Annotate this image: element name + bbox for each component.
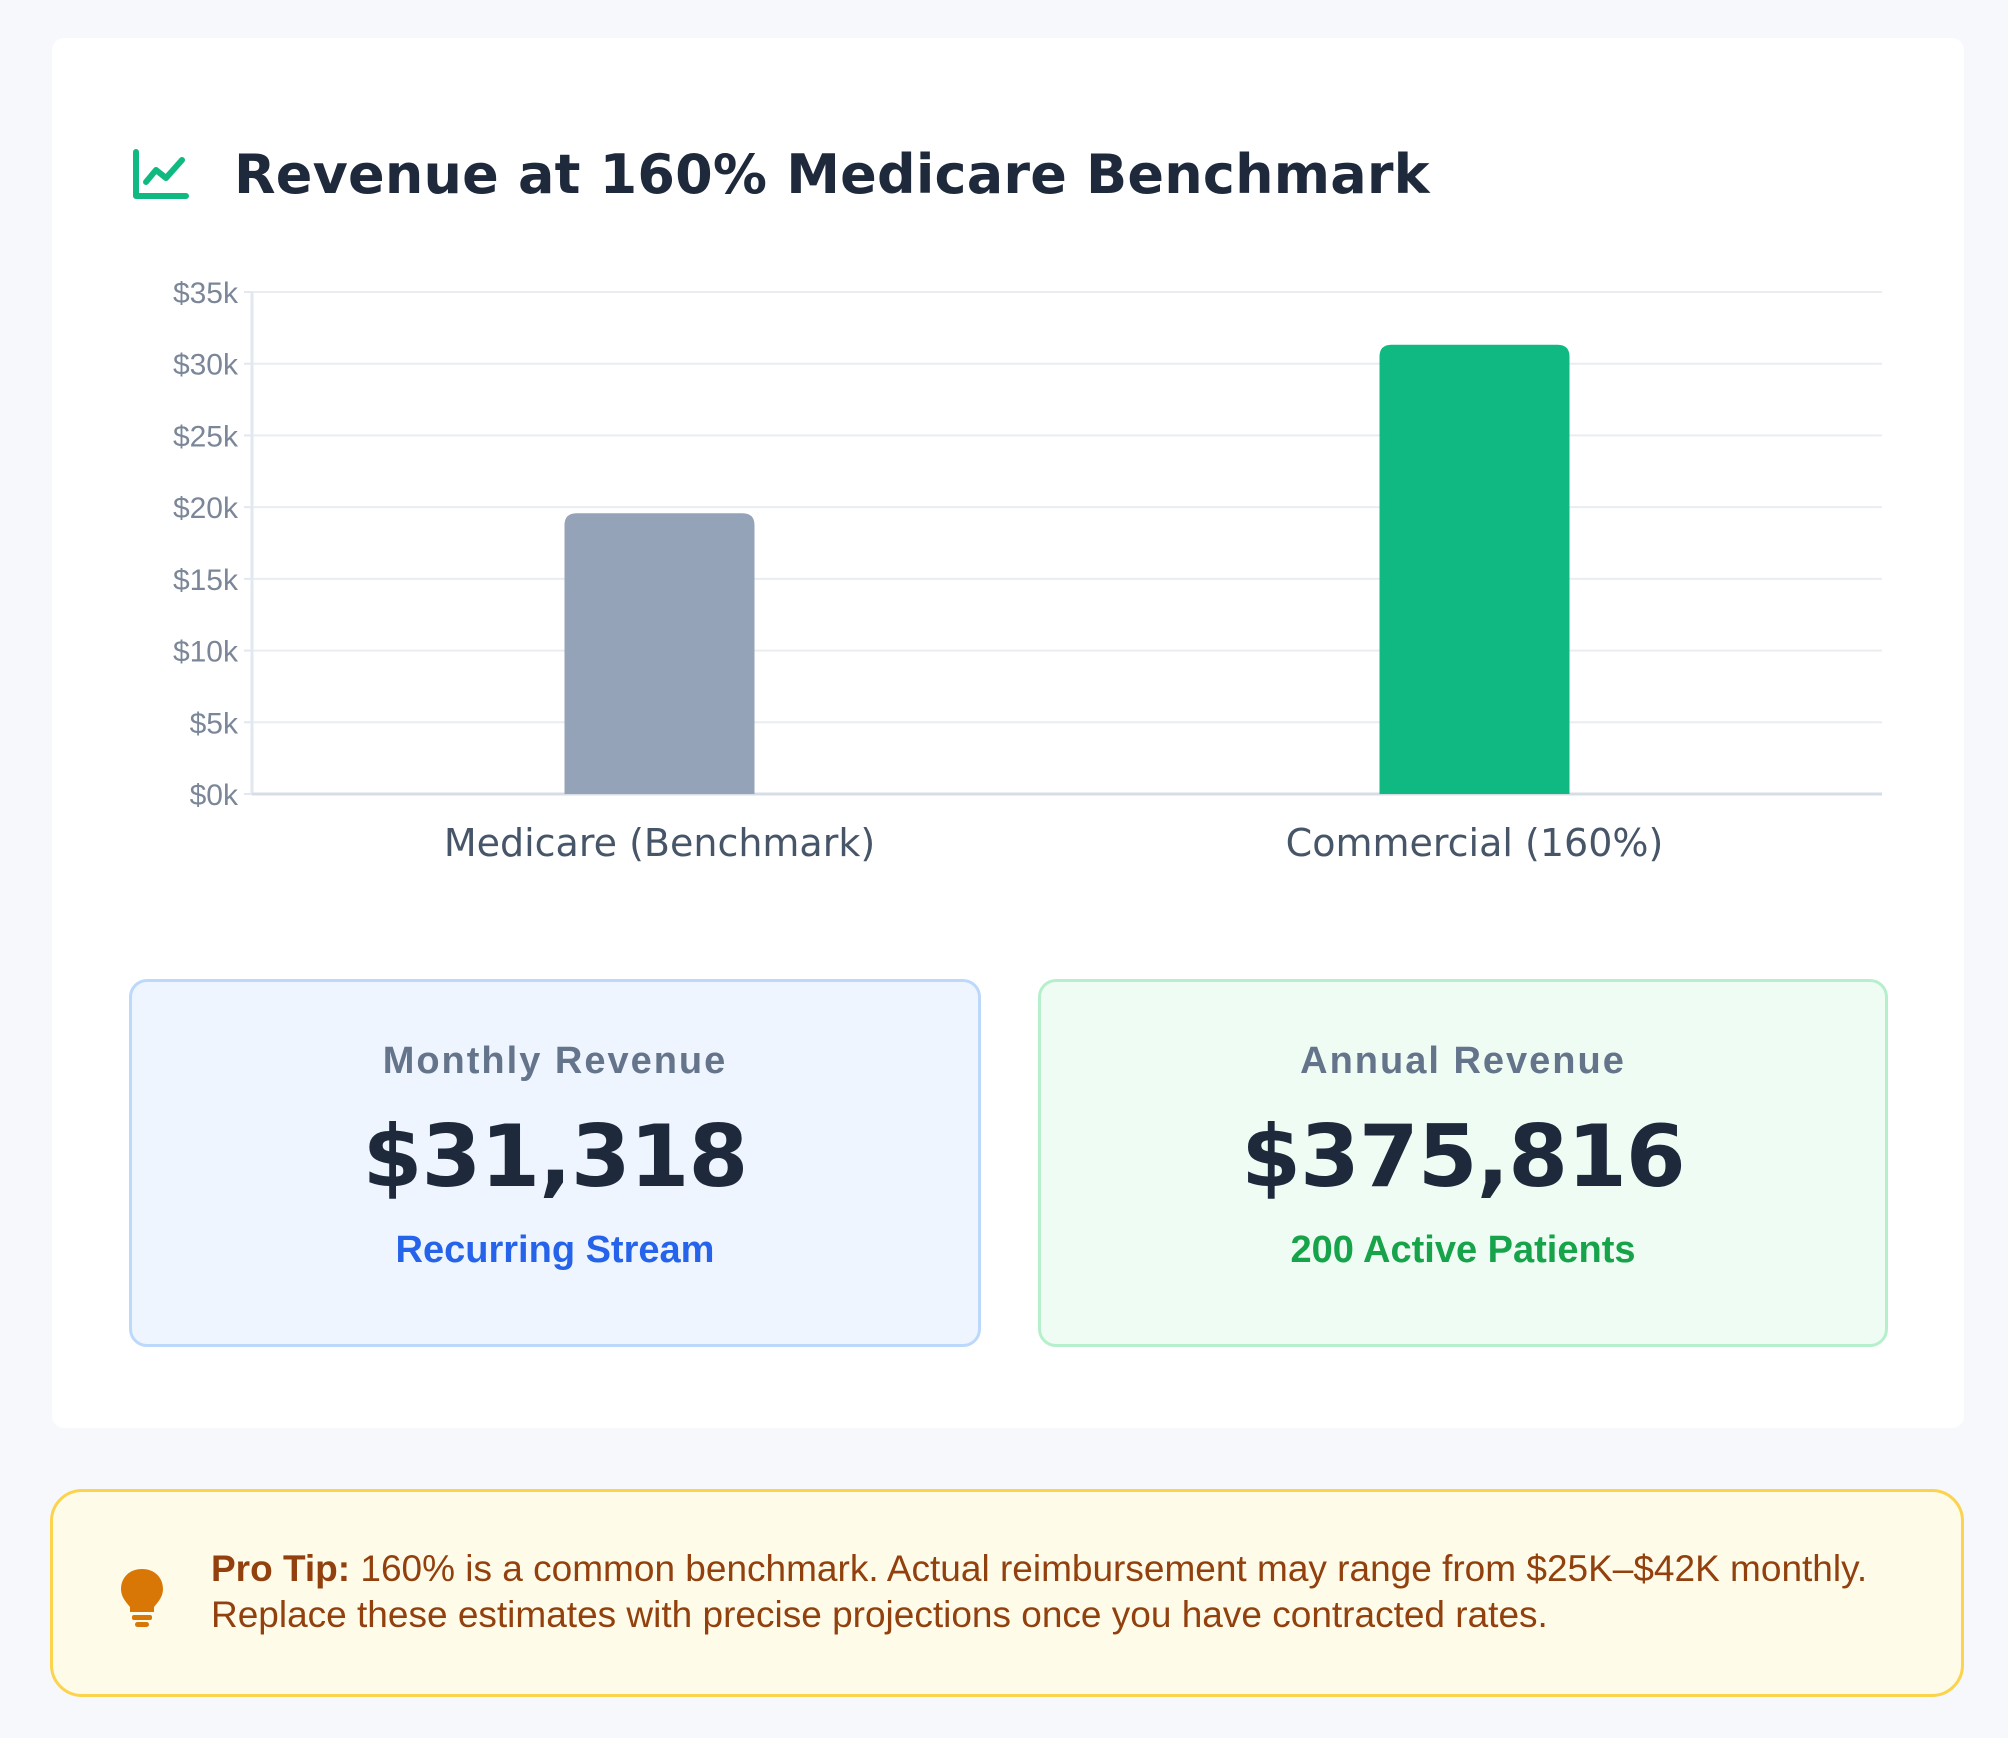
page-title: Revenue at 160% Medicare Benchmark (234, 142, 1430, 206)
pro-tip-text: Pro Tip: 160% is a common benchmark. Act… (211, 1546, 1931, 1638)
annual-revenue-card: Annual Revenue $375,816 200 Active Patie… (1038, 979, 1888, 1347)
monthly-revenue-value: $31,318 (362, 1107, 749, 1207)
pro-tip-banner: Pro Tip: 160% is a common benchmark. Act… (50, 1489, 1964, 1697)
revenue-card: Revenue at 160% Medicare Benchmark $0k $5… (52, 38, 1964, 1428)
y-tick-label: $10k (173, 636, 239, 669)
bar-commercial (1379, 344, 1570, 794)
card-header: Revenue at 160% Medicare Benchmark (128, 124, 1430, 224)
monthly-revenue-label: Monthly Revenue (382, 1040, 728, 1082)
y-tick-label: $30k (173, 349, 239, 382)
bar-medicare (564, 513, 755, 794)
y-tick-label: $0k (190, 779, 239, 812)
x-category-label: Commercial (160%) (1286, 821, 1664, 865)
annual-revenue-value: $375,816 (1241, 1107, 1686, 1207)
monthly-revenue-card: Monthly Revenue $31,318 Recurring Stream (129, 979, 981, 1347)
y-tick-label: $5k (190, 707, 239, 740)
y-tick-label: $15k (173, 564, 239, 597)
annual-revenue-subtitle: 200 Active Patients (1290, 1229, 1636, 1271)
pro-tip-label: Pro Tip: (211, 1548, 351, 1589)
revenue-bar-chart: $0k $5k $10k $15k $20k $25k $30k $35k Medicare (… (173, 277, 1882, 865)
chart-line-icon (133, 149, 189, 199)
y-tick-label: $20k (173, 492, 239, 525)
y-tick-label: $25k (173, 420, 239, 453)
monthly-revenue-subtitle: Recurring Stream (395, 1229, 715, 1271)
pro-tip-body: 160% is a common benchmark. Actual reimb… (211, 1548, 1868, 1635)
lightbulb-icon (121, 1569, 163, 1627)
y-tick-label: $35k (173, 277, 239, 310)
annual-revenue-label: Annual Revenue (1300, 1040, 1626, 1082)
x-category-label: Medicare (Benchmark) (444, 821, 875, 865)
